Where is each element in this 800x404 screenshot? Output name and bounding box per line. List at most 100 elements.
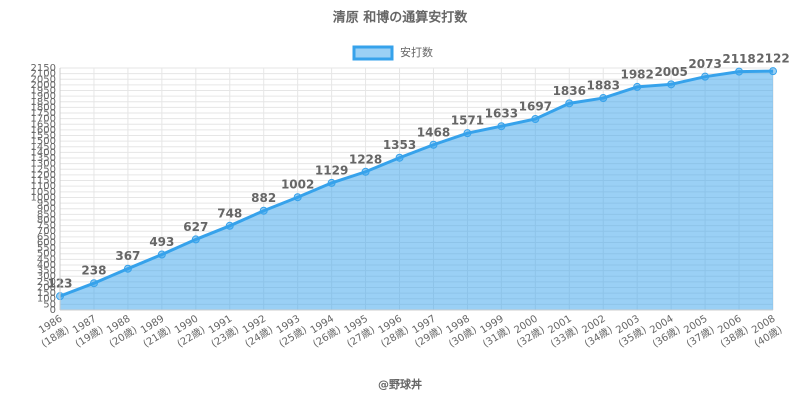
point <box>157 250 166 259</box>
point <box>735 67 744 76</box>
y-tick-label: 150 <box>37 288 56 299</box>
point <box>259 206 268 215</box>
y-tick-label: 750 <box>37 221 56 232</box>
y-tick-label: 1250 <box>31 164 56 175</box>
footer: @野球丼 <box>378 377 422 391</box>
y-tick-label: 1000 <box>31 192 56 203</box>
x-tick-label: 2003(35歳) <box>610 313 649 350</box>
point <box>191 235 200 244</box>
y-tick-label: 500 <box>37 249 56 260</box>
x-tick-label: 2001(33歳) <box>542 313 581 350</box>
legend-label: 安打数 <box>400 45 433 59</box>
data-label: 2005 <box>654 65 687 79</box>
x-tick-label: 1987(19歳) <box>67 313 106 350</box>
data-label: 1353 <box>383 138 416 152</box>
y-tick-label: 1700 <box>31 114 56 125</box>
data-label: 2118 <box>722 52 755 66</box>
y-tick-label: 1950 <box>31 86 56 97</box>
data-label: 748 <box>217 206 242 220</box>
x-tick-label: 1988(20歳) <box>101 313 140 350</box>
line <box>59 69 774 298</box>
data-label: 367 <box>115 249 140 263</box>
y-tick-label: 1650 <box>31 119 56 130</box>
point <box>701 72 710 81</box>
point <box>429 140 438 149</box>
point <box>395 153 404 162</box>
point <box>497 122 506 131</box>
data-label: 2073 <box>688 57 721 71</box>
data-label: 238 <box>81 264 106 278</box>
area <box>60 71 773 310</box>
y-tick-label: 1900 <box>31 91 56 102</box>
y-tick-label: 450 <box>37 254 56 265</box>
x-tick-label: 1986(18歳) <box>33 313 72 350</box>
point <box>565 99 574 108</box>
x-tick-label: 1993(25歳) <box>270 313 309 350</box>
y-tick-label: 950 <box>37 198 56 209</box>
data-label: 1571 <box>451 114 484 128</box>
legend-swatch <box>352 45 394 61</box>
y-tick-label: 2000 <box>31 80 56 91</box>
data-label: 1883 <box>587 79 620 93</box>
data-label: 493 <box>149 235 174 249</box>
x-tick-label: 1999(31歳) <box>474 313 513 350</box>
y-tick-label: 1150 <box>31 176 56 187</box>
y-tick-label: 1050 <box>31 187 56 198</box>
y-tick-label: 1350 <box>31 153 56 164</box>
data-label: 882 <box>251 191 276 205</box>
y-tick-label: 1850 <box>31 97 56 108</box>
data-label: 627 <box>183 220 208 234</box>
point <box>769 67 777 76</box>
x-tick-label: 2004(36歳) <box>644 313 683 350</box>
point <box>123 264 132 273</box>
y-tick-label: 1600 <box>31 125 56 136</box>
x-tick-label: 2002(34歳) <box>576 313 615 350</box>
data-label: 1228 <box>349 152 382 166</box>
y-tick-label: 350 <box>37 266 56 277</box>
data-label: 1982 <box>620 67 653 81</box>
data-label: 1468 <box>417 125 450 139</box>
data-label: 1129 <box>315 163 348 177</box>
y-tick-label: 1550 <box>31 131 56 142</box>
point <box>89 279 98 288</box>
y-tick-label: 650 <box>37 232 56 243</box>
y-tick-label: 1400 <box>31 147 56 158</box>
data-label: 2122 <box>756 52 789 66</box>
y-tick-label: 800 <box>37 215 56 226</box>
x-tick-label: 1996(28歳) <box>372 313 411 350</box>
point <box>599 94 608 103</box>
point <box>531 114 540 123</box>
x-tick-label: 1989(21歳) <box>135 313 174 350</box>
point <box>463 129 472 138</box>
y-tick-label: 1500 <box>31 136 56 147</box>
point <box>327 178 336 187</box>
y-tick-label: 50 <box>43 299 56 310</box>
x-tick-label: 2008(40歳) <box>746 313 785 350</box>
point <box>293 193 302 202</box>
x-tick-label: 2005(37歳) <box>678 313 717 350</box>
y-tick-label: 1450 <box>31 142 56 153</box>
y-tick-label: 300 <box>37 271 56 282</box>
y-tick-label: 1300 <box>31 159 56 170</box>
x-tick-label: 1998(30歳) <box>440 313 479 350</box>
data-label: 1836 <box>553 84 586 98</box>
point <box>633 82 642 91</box>
y-tick-label: 2150 <box>31 63 56 74</box>
y-tick-label: 700 <box>37 226 56 237</box>
x-tick-label: 1992(24歳) <box>237 313 276 350</box>
x-tick-label: 2006(38歳) <box>712 313 751 350</box>
y-tick-label: 900 <box>37 204 56 215</box>
point <box>667 80 676 89</box>
data-label: 1697 <box>519 99 552 113</box>
y-tick-label: 2100 <box>31 69 56 80</box>
x-tick-label: 1995(27歳) <box>338 313 377 350</box>
y-tick-label: 100 <box>37 294 56 305</box>
point <box>361 167 370 176</box>
y-tick-label: 850 <box>37 209 56 220</box>
y-tick-label: 2050 <box>31 74 56 85</box>
y-tick-label: 1100 <box>31 181 56 192</box>
data-label: 1002 <box>281 178 314 192</box>
y-tick-label: 600 <box>37 237 56 248</box>
y-tick-label: 1800 <box>31 102 56 113</box>
